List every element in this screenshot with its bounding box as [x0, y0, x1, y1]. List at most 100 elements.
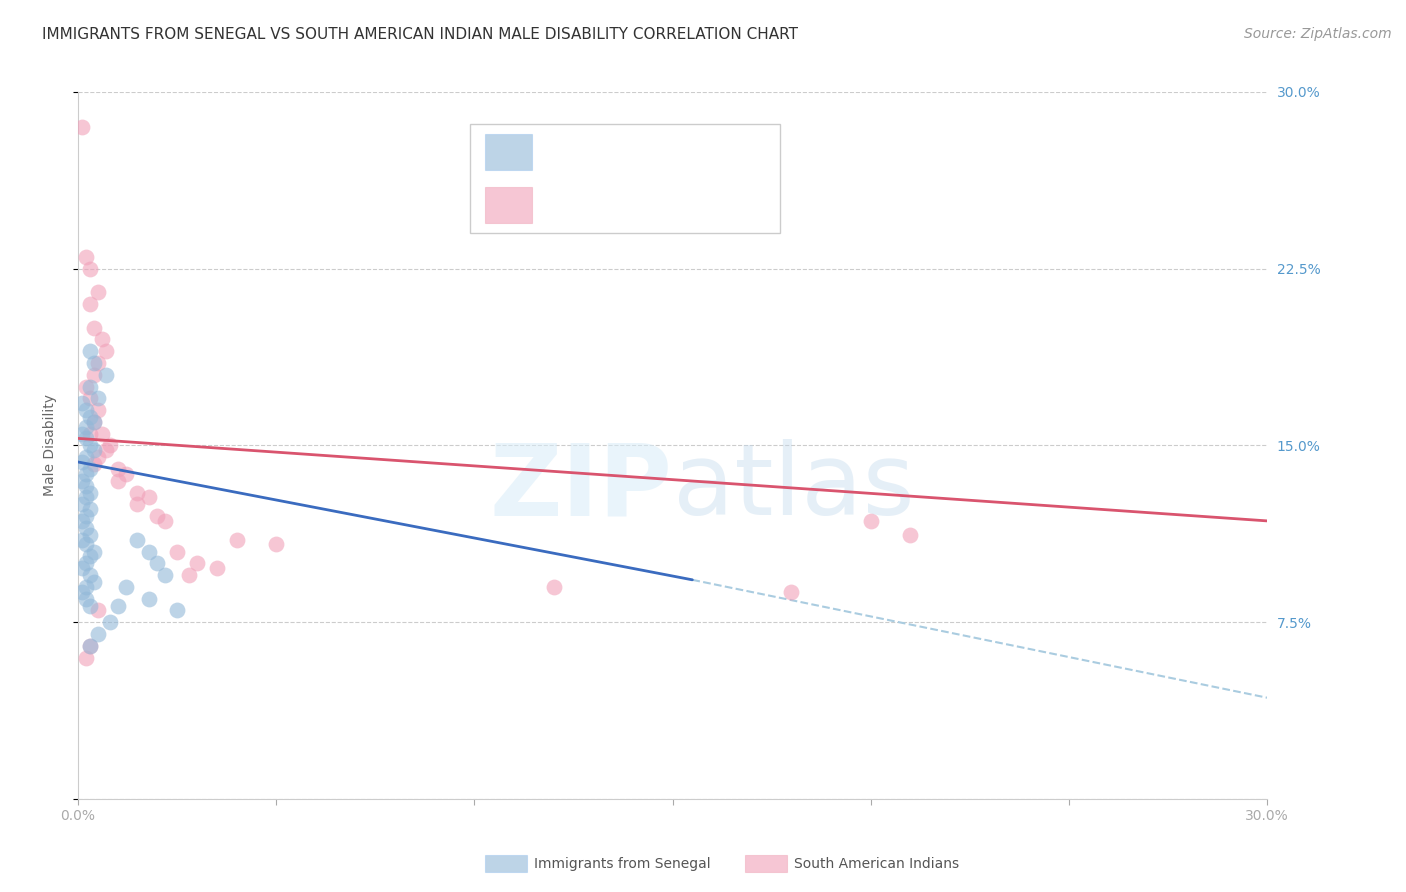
Point	[70, 120, 93, 135]
Point	[87, 403, 110, 417]
Point	[107, 462, 129, 476]
Point	[114, 467, 136, 481]
Point	[75, 491, 97, 505]
Point	[98, 438, 121, 452]
FancyBboxPatch shape	[471, 124, 779, 234]
Point	[138, 544, 160, 558]
Point	[79, 438, 101, 452]
Point	[83, 575, 105, 590]
Point	[70, 561, 93, 575]
Text: 51: 51	[748, 142, 773, 160]
Point	[79, 410, 101, 425]
Point	[138, 491, 160, 505]
Point	[75, 478, 97, 492]
FancyBboxPatch shape	[485, 187, 533, 223]
Point	[75, 557, 97, 571]
Point	[127, 533, 149, 547]
Point	[79, 392, 101, 406]
Point	[98, 615, 121, 630]
Text: R =: R =	[544, 196, 583, 214]
Point	[70, 396, 93, 410]
Point	[87, 603, 110, 617]
Point	[79, 426, 101, 441]
Point	[79, 297, 101, 311]
Point	[177, 568, 200, 582]
Point	[75, 450, 97, 465]
Point	[75, 403, 97, 417]
Point	[70, 533, 93, 547]
Point	[79, 639, 101, 653]
Point	[83, 356, 105, 370]
Point	[79, 549, 101, 564]
Point	[186, 557, 208, 571]
Point	[79, 261, 101, 276]
Point	[75, 419, 97, 434]
Point	[75, 580, 97, 594]
Point	[205, 561, 228, 575]
Point	[79, 599, 101, 613]
Text: IMMIGRANTS FROM SENEGAL VS SOUTH AMERICAN INDIAN MALE DISABILITY CORRELATION CHA: IMMIGRANTS FROM SENEGAL VS SOUTH AMERICA…	[42, 27, 799, 42]
Point	[83, 415, 105, 429]
Point	[225, 533, 247, 547]
Text: ZIP: ZIP	[489, 440, 672, 536]
Point	[79, 462, 101, 476]
Point	[79, 344, 101, 359]
Point	[83, 443, 105, 458]
Text: N =: N =	[685, 196, 735, 214]
Point	[75, 467, 97, 481]
Point	[127, 497, 149, 511]
Point	[83, 368, 105, 382]
Point	[166, 603, 188, 617]
Point	[138, 591, 160, 606]
Point	[79, 568, 101, 582]
Point	[83, 458, 105, 472]
Point	[70, 497, 93, 511]
Point	[153, 514, 176, 528]
Point	[83, 320, 105, 334]
Point	[87, 450, 110, 465]
Point	[70, 426, 93, 441]
FancyBboxPatch shape	[485, 135, 533, 169]
Text: -0.122: -0.122	[592, 196, 657, 214]
Point	[75, 431, 97, 445]
Point	[83, 544, 105, 558]
Point	[94, 443, 117, 458]
Point	[146, 557, 169, 571]
Point	[153, 568, 176, 582]
Text: Immigrants from Senegal: Immigrants from Senegal	[534, 857, 711, 871]
Point	[75, 379, 97, 393]
Point	[90, 426, 112, 441]
Point	[94, 368, 117, 382]
Point	[79, 639, 101, 653]
Point	[79, 502, 101, 516]
Point	[75, 537, 97, 551]
Point	[264, 537, 287, 551]
Point	[70, 455, 93, 469]
Point	[859, 514, 882, 528]
Point	[87, 392, 110, 406]
Text: R =: R =	[544, 142, 583, 160]
Point	[70, 584, 93, 599]
Point	[898, 528, 921, 542]
Text: N =: N =	[685, 142, 735, 160]
Point	[780, 584, 803, 599]
Point	[70, 474, 93, 488]
Point	[83, 415, 105, 429]
Text: 41: 41	[748, 196, 773, 214]
Point	[75, 591, 97, 606]
Text: South American Indians: South American Indians	[794, 857, 959, 871]
Point	[70, 514, 93, 528]
Text: Source: ZipAtlas.com: Source: ZipAtlas.com	[1244, 27, 1392, 41]
Y-axis label: Male Disability: Male Disability	[44, 394, 58, 497]
Point	[127, 485, 149, 500]
Point	[79, 485, 101, 500]
Point	[75, 650, 97, 665]
Point	[75, 509, 97, 524]
Point	[107, 599, 129, 613]
Point	[107, 474, 129, 488]
Point	[87, 356, 110, 370]
Point	[543, 580, 565, 594]
Point	[87, 627, 110, 641]
Point	[75, 521, 97, 535]
Point	[94, 344, 117, 359]
